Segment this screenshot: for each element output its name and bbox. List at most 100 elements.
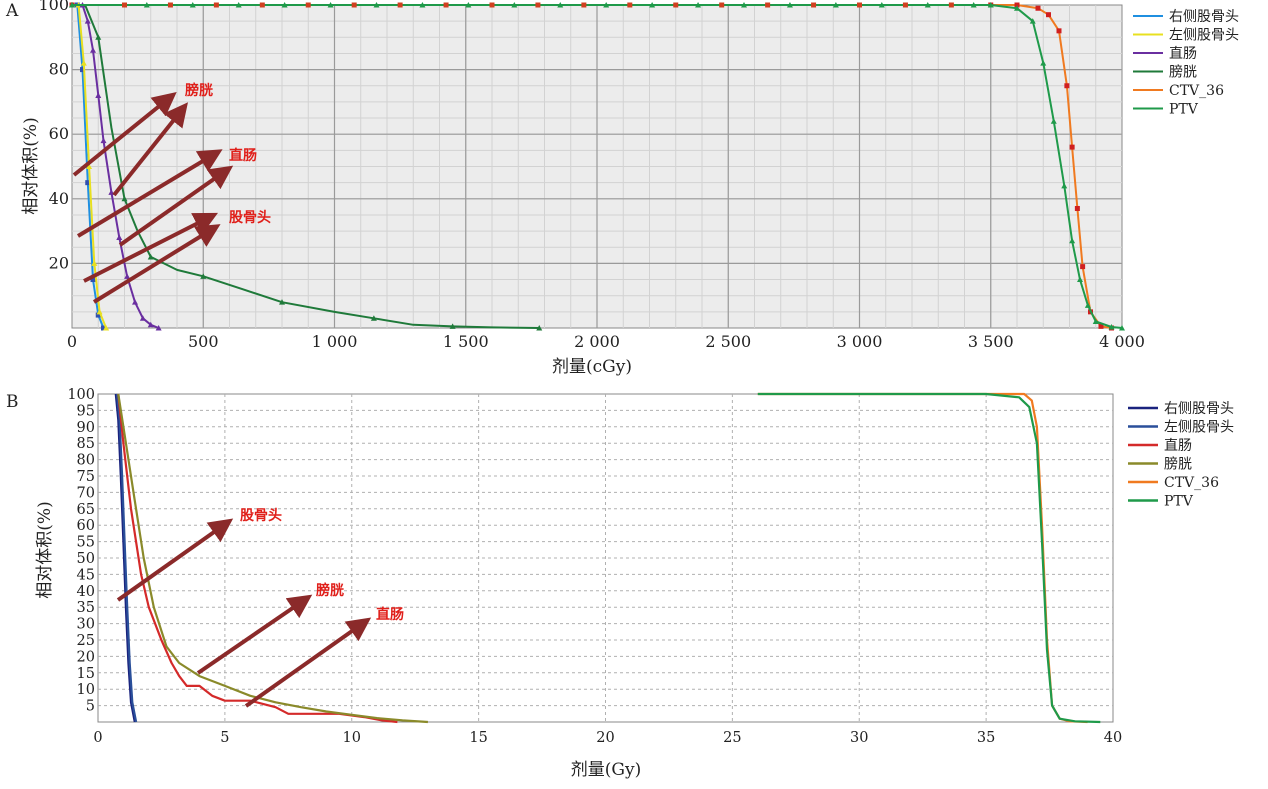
data-point — [1040, 60, 1047, 66]
data-point — [695, 2, 702, 8]
data-point — [673, 2, 679, 8]
data-point — [1119, 325, 1125, 331]
data-point — [305, 2, 311, 8]
data-point — [116, 234, 123, 241]
data-point — [627, 2, 633, 8]
x-tick-label: 15 — [469, 730, 487, 746]
data-point — [1029, 18, 1036, 24]
panel-b-arrow — [116, 518, 234, 602]
legend-label: 膀胱 — [1164, 456, 1192, 473]
panel-b-arrow — [196, 594, 313, 675]
y-tick-label: 40 — [49, 189, 69, 208]
data-point — [465, 2, 472, 8]
panel-a-y-axis-label: 相对体积(%) — [21, 117, 41, 214]
data-point — [147, 321, 154, 328]
y-tick-label: 65 — [77, 502, 95, 518]
data-point — [1064, 83, 1070, 89]
panel-a-annotation-femoral-head: 股骨头 — [229, 209, 271, 226]
data-point — [1092, 318, 1099, 325]
data-point — [1046, 12, 1051, 18]
panel-b-annotation-rectum: 直肠 — [376, 606, 404, 623]
y-tick-label: 85 — [77, 436, 95, 452]
data-point — [443, 2, 449, 8]
panel-b-series — [114, 392, 1101, 724]
x-tick-label: 5 — [220, 730, 229, 746]
legend-label: 左侧股骨头 — [1164, 420, 1234, 436]
panel-a-x-ticks: 0 500 1 000 1 500 2 000 2 500 3 000 3 500 4 000 — [67, 332, 1145, 351]
y-tick-label: 95 — [77, 403, 95, 419]
y-tick-label: 100 — [38, 0, 69, 14]
legend-label: CTV_36 — [1169, 83, 1224, 99]
y-tick-label: 10 — [77, 682, 95, 698]
data-point — [259, 2, 265, 8]
panel-a-arrow — [72, 91, 177, 177]
data-point — [167, 2, 173, 8]
panel-b-x-ticks: 0 5 10 15 20 25 30 35 40 — [93, 730, 1122, 746]
x-tick-label: 4 000 — [1099, 332, 1145, 351]
x-tick-label: 30 — [850, 730, 868, 746]
x-tick-label: 0 — [93, 730, 102, 746]
data-point — [1074, 205, 1080, 211]
legend-label: 右侧股骨头 — [1169, 9, 1239, 25]
legend-label: 左侧股骨头 — [1169, 28, 1239, 44]
x-tick-label: 3 000 — [837, 332, 883, 351]
data-point — [213, 2, 219, 8]
data-point — [91, 260, 98, 266]
data-point — [90, 277, 96, 283]
data-point — [373, 2, 380, 8]
legend-label: 直肠 — [1164, 437, 1192, 454]
panel-a-y-ticks: 20 40 60 80 100 — [38, 0, 69, 272]
data-point — [351, 2, 357, 8]
panel-a-annotation-arrows — [72, 91, 234, 304]
panel-b-annotation-arrows — [116, 518, 372, 708]
legend-label: PTV — [1164, 494, 1194, 510]
panel-a-arrow — [76, 149, 223, 238]
data-point — [987, 2, 994, 8]
data-point — [1080, 264, 1086, 270]
panel-a-arrow — [92, 224, 221, 304]
x-tick-label: 40 — [1104, 730, 1122, 746]
data-point — [85, 180, 91, 186]
panel-b-annotation-bladder: 膀胱 — [315, 582, 344, 599]
data-point — [69, 2, 75, 8]
data-point — [397, 2, 403, 8]
data-point — [80, 67, 85, 73]
data-point — [878, 2, 885, 8]
x-tick-label: 500 — [188, 332, 219, 351]
data-point — [103, 325, 110, 331]
data-point — [95, 92, 102, 98]
data-point — [200, 273, 207, 279]
panel-a-grid — [72, 5, 1122, 328]
x-tick-label: 3 500 — [968, 332, 1014, 351]
data-point — [189, 2, 196, 8]
x-tick-label: 0 — [67, 332, 77, 351]
y-tick-label: 70 — [77, 485, 95, 501]
panel-b-x-axis-label: 剂量(Gy) — [571, 760, 641, 780]
data-point — [122, 2, 127, 8]
x-tick-label: 1 500 — [443, 332, 489, 351]
panel-b: B 0 5 10 15 20 25 30 35 40 510152025303540455055… — [6, 387, 1234, 780]
data-point — [511, 2, 518, 8]
data-point — [581, 2, 587, 8]
data-point — [95, 312, 101, 318]
data-point — [84, 18, 91, 24]
legend-label: 右侧股骨头 — [1164, 401, 1234, 417]
y-tick-label: 100 — [67, 387, 95, 403]
data-point — [489, 2, 495, 8]
data-point — [786, 2, 793, 8]
series-line — [115, 393, 138, 723]
y-tick-label: 15 — [77, 666, 95, 682]
x-tick-label: 2 500 — [705, 332, 751, 351]
data-point — [86, 163, 93, 169]
data-point — [95, 34, 102, 40]
series-line — [117, 393, 398, 724]
data-point — [557, 2, 564, 8]
data-point — [1056, 28, 1062, 34]
data-point — [1108, 324, 1115, 330]
x-tick-label: 20 — [596, 730, 614, 746]
y-tick-label: 80 — [49, 60, 69, 79]
